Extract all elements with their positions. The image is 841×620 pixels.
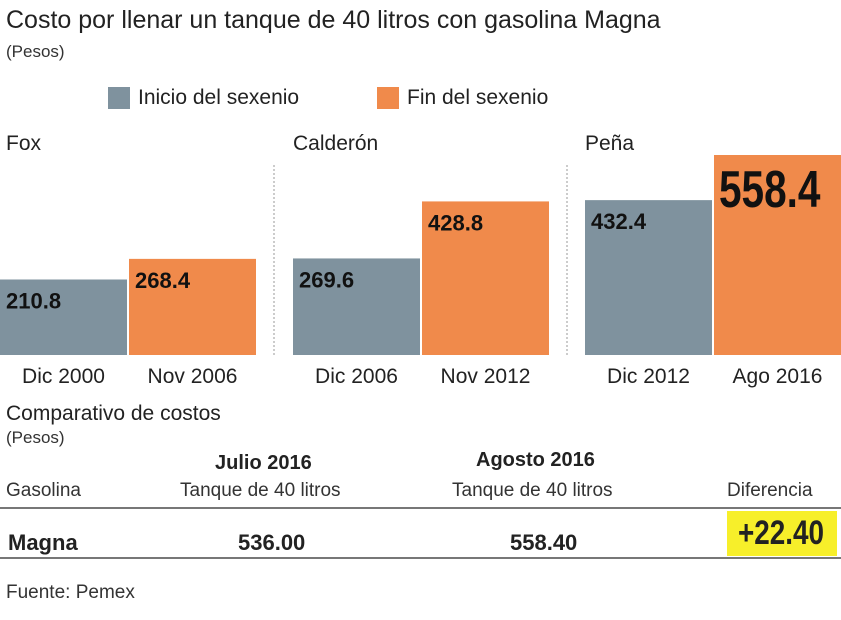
cell-julio: 536.00 (238, 530, 306, 555)
col-date-agosto: Agosto 2016 (476, 449, 595, 471)
tick-label: Ago 2016 (733, 365, 823, 388)
tick-label: Dic 2006 (315, 365, 398, 388)
data-label: 269.6 (299, 267, 354, 292)
bar-chart: 210.8 Dic 2000 268.4 Nov 2006 269.6 Dic 2006 4… (0, 155, 841, 388)
header-julio: Tanque de 40 litros (180, 480, 341, 501)
header-diferencia: Diferencia (727, 480, 813, 501)
difference-highlight (727, 511, 837, 556)
table-subtitle: (Pesos) (6, 428, 65, 447)
table-rule-bottom (0, 557, 841, 559)
group-label-pena: Peña (585, 132, 635, 155)
group-label-fox: Fox (6, 132, 42, 155)
data-label: 210.8 (6, 288, 61, 313)
col-date-julio: Julio 2016 (215, 452, 312, 474)
bar (129, 258, 256, 355)
legend-swatch (108, 87, 130, 109)
chart-subtitle: (Pesos) (6, 42, 65, 61)
legend-item-fin: Fin del sexenio (377, 86, 548, 110)
bar (0, 279, 127, 355)
data-label: 428.8 (428, 210, 483, 235)
tick-label: Dic 2000 (22, 365, 105, 388)
cell-gasolina: Magna (8, 530, 78, 555)
chart-title: Costo por llenar un tanque de 40 litros … (6, 6, 661, 34)
tick-label: Dic 2012 (607, 365, 690, 388)
cell-diferencia: +22.40 (738, 514, 825, 552)
table-rule-top (0, 507, 841, 509)
legend-item-inicio: Inicio del sexenio (108, 86, 299, 110)
data-label: 432.4 (591, 209, 647, 234)
header-gasolina: Gasolina (6, 480, 81, 501)
table-title: Comparativo de costos (6, 402, 221, 425)
cell-agosto: 558.40 (510, 530, 578, 555)
tick-label: Nov 2012 (441, 365, 531, 388)
data-label: 268.4 (135, 268, 191, 293)
bar (714, 155, 841, 355)
tick-label: Nov 2006 (148, 365, 238, 388)
bar (293, 258, 420, 355)
bar (585, 200, 712, 355)
bar (422, 201, 549, 355)
legend-label: Fin del sexenio (407, 86, 549, 109)
source-note: Fuente: Pemex (6, 582, 135, 603)
header-agosto: Tanque de 40 litros (452, 480, 613, 501)
data-label: 558.4 (719, 160, 821, 218)
legend-label: Inicio del sexenio (138, 86, 300, 109)
group-label-calderon: Calderón (293, 132, 379, 155)
legend-swatch (377, 87, 399, 109)
